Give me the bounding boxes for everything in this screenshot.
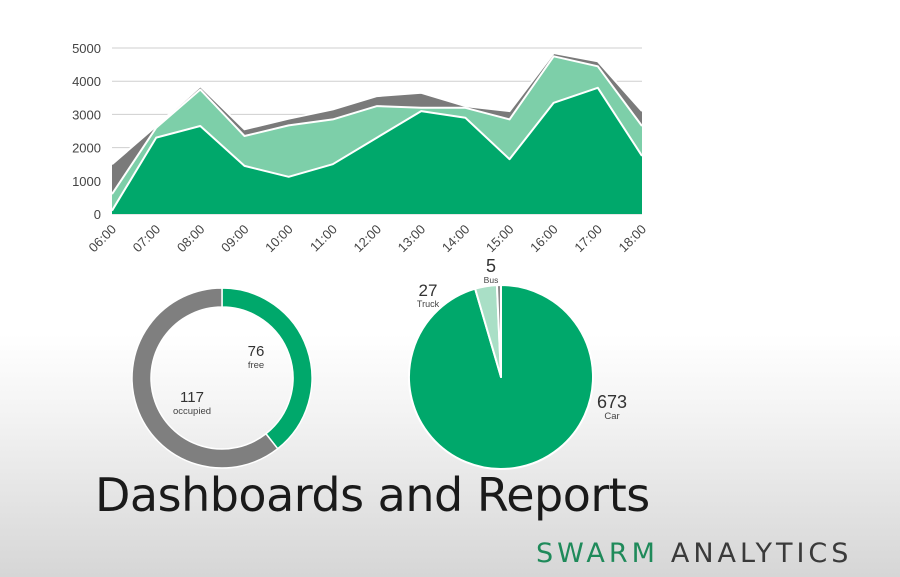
- brand-part-1: SWARM: [536, 538, 659, 569]
- donut-category-label: free: [248, 360, 264, 371]
- donut-slice-free: [221, 287, 313, 450]
- pie-slice-Bus: [495, 284, 502, 378]
- area-series-1: [112, 87, 642, 214]
- x-tick-label: 08:00: [174, 222, 208, 256]
- pie-value-label: 27: [419, 281, 438, 300]
- x-tick-label: 18:00: [616, 222, 650, 256]
- y-tick-label: 5000: [72, 41, 101, 56]
- x-tick-label: 16:00: [527, 222, 561, 256]
- donut-value-label: 117: [180, 389, 204, 406]
- pie-category-label: Car: [604, 411, 619, 422]
- y-tick-label: 2000: [72, 141, 101, 156]
- x-tick-label: 09:00: [218, 222, 252, 256]
- y-tick-label: 1000: [72, 174, 101, 189]
- pie-category-label: Truck: [417, 299, 440, 309]
- x-tick-label: 15:00: [483, 222, 517, 256]
- x-tick-label: 06:00: [86, 222, 120, 256]
- y-tick-label: 4000: [72, 74, 101, 89]
- x-tick-label: 10:00: [262, 222, 296, 256]
- y-tick-label: 0: [94, 207, 101, 222]
- area-series-edge-3: [111, 52, 643, 165]
- page-headline: Dashboards and Reports: [95, 468, 650, 522]
- donut-category-label: occupied: [173, 406, 211, 417]
- pie-value-label: 673: [597, 392, 627, 412]
- pie-value-label: 5: [486, 256, 496, 276]
- x-tick-label: 11:00: [307, 222, 340, 255]
- donut-slice-occupied: [131, 287, 279, 469]
- x-tick-label: 12:00: [351, 222, 385, 256]
- brand-part-2: ANALYTICS: [670, 538, 853, 569]
- x-tick-label: 07:00: [130, 222, 164, 256]
- x-tick-label: 14:00: [439, 222, 473, 256]
- area-series-2: [112, 56, 642, 211]
- area-series-edge-1: [111, 86, 643, 212]
- x-tick-label: 13:00: [395, 222, 429, 256]
- y-tick-label: 3000: [72, 107, 101, 122]
- area-series-edge-2: [111, 55, 643, 195]
- pie-category-label: Bus: [484, 275, 499, 285]
- traffic-area-chart: 0 1000 2000 3000 4000 5000 06:00 07:00 08:00 09:0…: [72, 41, 650, 256]
- brand-logo: SWARM ANALYTICS: [536, 538, 852, 569]
- donut-value-label: 76: [248, 343, 265, 360]
- x-tick-label: 17:00: [571, 222, 605, 256]
